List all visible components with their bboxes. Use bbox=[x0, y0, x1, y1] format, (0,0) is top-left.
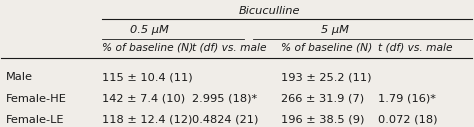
Text: Bicuculline: Bicuculline bbox=[238, 6, 300, 16]
Text: 193 ± 25.2 (11): 193 ± 25.2 (11) bbox=[281, 72, 372, 82]
Text: 0.072 (18): 0.072 (18) bbox=[378, 115, 437, 125]
Text: 142 ± 7.4 (10): 142 ± 7.4 (10) bbox=[102, 93, 186, 104]
Text: 1.79 (16)*: 1.79 (16)* bbox=[378, 93, 436, 104]
Text: 118 ± 12.4 (12): 118 ± 12.4 (12) bbox=[102, 115, 193, 125]
Text: Female-HE: Female-HE bbox=[6, 93, 67, 104]
Text: 0.5 μM: 0.5 μM bbox=[130, 25, 169, 35]
Text: Female-LE: Female-LE bbox=[6, 115, 64, 125]
Text: Male: Male bbox=[6, 72, 33, 82]
Text: 196 ± 38.5 (9): 196 ± 38.5 (9) bbox=[281, 115, 365, 125]
Text: t (df) vs. male: t (df) vs. male bbox=[378, 42, 452, 52]
Text: % of baseline (N): % of baseline (N) bbox=[281, 42, 373, 52]
Text: % of baseline (N): % of baseline (N) bbox=[102, 42, 194, 52]
Text: 5 μM: 5 μM bbox=[321, 25, 349, 35]
Text: 0.4824 (21): 0.4824 (21) bbox=[192, 115, 258, 125]
Text: 2.995 (18)*: 2.995 (18)* bbox=[192, 93, 257, 104]
Text: 115 ± 10.4 (11): 115 ± 10.4 (11) bbox=[102, 72, 193, 82]
Text: t (df) vs. male: t (df) vs. male bbox=[192, 42, 266, 52]
Text: 266 ± 31.9 (7): 266 ± 31.9 (7) bbox=[281, 93, 365, 104]
